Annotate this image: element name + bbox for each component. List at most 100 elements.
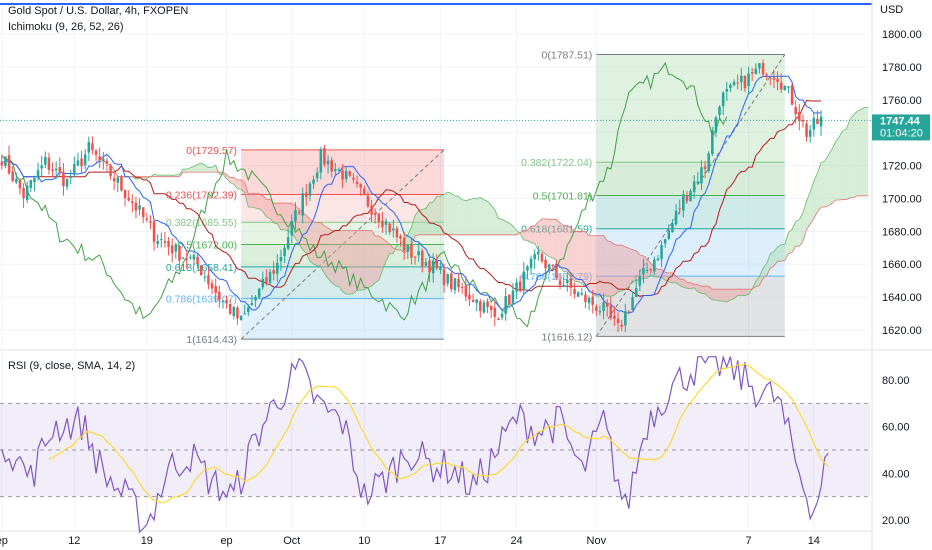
cloud-segment <box>552 219 557 261</box>
time-tick-label: ep <box>0 535 8 547</box>
candle <box>58 157 62 177</box>
candle <box>62 162 65 196</box>
candle-body <box>384 221 388 225</box>
candle-body <box>239 315 243 321</box>
candle <box>439 262 442 275</box>
candle <box>305 184 308 206</box>
cloud-segment <box>589 235 593 295</box>
cloud-segment <box>498 218 503 235</box>
cloud-segment <box>422 208 426 235</box>
rsi-legend[interactable]: RSI (9, close, SMA, 14, 2) <box>8 360 135 372</box>
candle <box>265 269 268 286</box>
fib-level-label: 0(1787.51) <box>542 50 593 62</box>
time-axis[interactable]: ep 12 19 ep Oct 10 17 24 Nov 7 14 <box>0 535 820 547</box>
candle <box>435 254 439 271</box>
candle <box>460 282 464 294</box>
cloud-segment <box>781 244 785 262</box>
candle <box>631 291 634 311</box>
cloud-segment <box>668 272 673 283</box>
fib-level-label: 0.5(1701.81) <box>533 190 593 202</box>
cloud-segment <box>647 258 651 279</box>
cloud-segment <box>465 199 470 235</box>
candle <box>805 120 808 142</box>
candle-body <box>598 311 602 313</box>
candle <box>366 191 370 209</box>
rsi-line <box>1 354 829 534</box>
candle-body <box>221 300 225 302</box>
candle-body <box>18 180 22 189</box>
candle-body <box>381 220 384 228</box>
time-tick-label: 10 <box>358 535 370 547</box>
candle <box>573 282 576 299</box>
candle-body <box>330 160 333 172</box>
cloud-segment <box>157 175 162 177</box>
cloud-segment <box>846 118 851 200</box>
price-tick-label: 1680.00 <box>882 226 922 238</box>
cloud-segment <box>244 182 249 207</box>
candle-body <box>156 241 159 245</box>
candle <box>410 238 413 265</box>
candle-body <box>22 188 25 198</box>
candle-body <box>714 117 718 133</box>
candle <box>152 219 156 251</box>
cloud-segment <box>378 236 383 281</box>
ichimoku-legend[interactable]: Ichimoku (9, 26, 52, 26) <box>8 21 124 33</box>
price-tick-label: 1620.00 <box>882 325 922 337</box>
fib-zone <box>241 298 445 340</box>
candle-body <box>261 278 265 288</box>
candle-body <box>247 307 250 313</box>
candle <box>134 196 138 219</box>
senkou-span-a <box>96 107 869 303</box>
candle <box>798 104 801 131</box>
candle <box>112 171 116 191</box>
candle-body <box>131 201 134 203</box>
rsi-pane[interactable] <box>0 354 870 534</box>
candle <box>185 249 188 269</box>
candle-body <box>312 179 315 184</box>
candle <box>598 305 602 316</box>
candle <box>116 175 120 193</box>
candle <box>315 167 319 183</box>
candle <box>377 212 381 229</box>
cloud-segment <box>502 219 506 235</box>
cloud-segment <box>578 231 582 284</box>
candle <box>479 298 482 318</box>
cloud-segment <box>628 248 633 287</box>
candle-body <box>479 301 482 312</box>
candle <box>94 148 98 161</box>
candle <box>236 305 239 325</box>
cloud-segment <box>712 289 716 300</box>
candle-body <box>149 221 152 223</box>
candle <box>341 164 344 189</box>
cloud-segment <box>621 245 626 291</box>
candle-body <box>790 85 794 105</box>
candle-body <box>348 171 352 176</box>
cloud-segment <box>183 169 187 173</box>
candle-body <box>653 259 656 272</box>
candle <box>609 296 613 321</box>
candle-body <box>69 177 72 179</box>
time-tick-label: 12 <box>68 535 80 547</box>
candle-body <box>395 228 399 238</box>
candle-body <box>424 262 428 266</box>
rsi-axis[interactable]: 80.00 60.00 40.00 20.00 <box>882 375 910 527</box>
cloud-segment <box>853 111 858 198</box>
candle-body <box>656 258 660 261</box>
candle <box>290 214 294 244</box>
candle <box>667 224 671 241</box>
cloud-segment <box>828 149 832 206</box>
candle <box>261 271 265 290</box>
cloud-segment <box>375 236 379 283</box>
candles[interactable] <box>0 59 823 333</box>
candle-body <box>265 277 268 283</box>
candle <box>352 173 355 184</box>
candle-body <box>181 257 185 259</box>
symbol-legend[interactable]: Gold Spot / U.S. Dollar, 4h, FXOPEN <box>8 5 188 17</box>
cloud-segment <box>208 167 213 173</box>
candle <box>221 300 225 309</box>
candle-body <box>98 156 101 161</box>
cloud-segment <box>313 222 318 266</box>
candle <box>627 310 631 315</box>
candle-body <box>504 295 507 314</box>
